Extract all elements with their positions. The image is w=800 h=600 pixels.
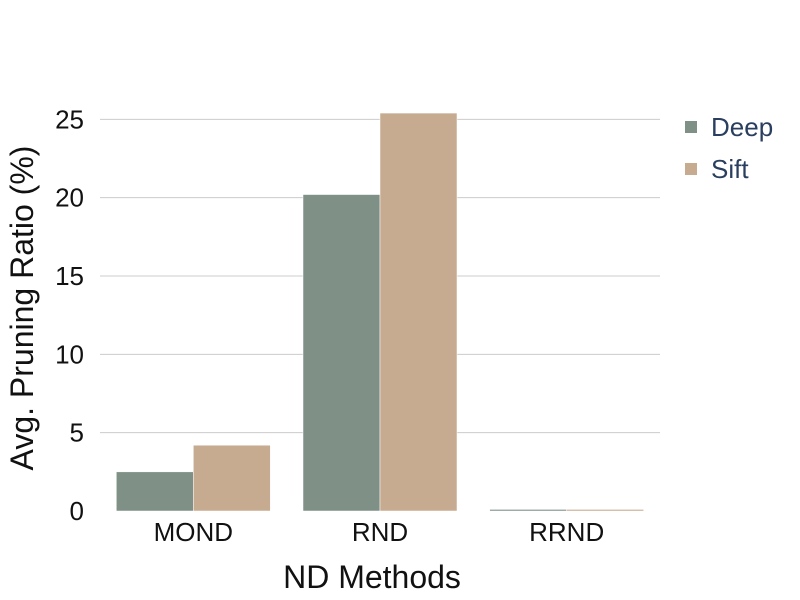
y-tick-label: 5 (70, 418, 84, 448)
x-axis-ticks: MOND RND RRND (154, 517, 605, 547)
bar-deep-rrnd (489, 509, 567, 512)
x-axis-title: ND Methods (283, 559, 461, 595)
y-tick-label: 10 (55, 339, 84, 369)
bar-sift-rrnd (566, 509, 644, 512)
bar-deep-rnd (302, 194, 381, 512)
legend: Deep Sift (685, 112, 773, 184)
bar-sift-mond (193, 444, 271, 512)
y-tick-label: 20 (55, 183, 84, 213)
y-axis-title: Avg. Pruning Ratio (%) (4, 146, 40, 471)
legend-swatch-deep (685, 121, 697, 133)
y-axis-ticks: 0 5 10 15 20 25 (55, 104, 84, 526)
legend-label-sift: Sift (711, 154, 749, 184)
bar-sift-rnd (379, 112, 458, 512)
x-tick-label: RRND (529, 517, 604, 547)
x-tick-label: MOND (154, 517, 233, 547)
bars (116, 112, 644, 512)
y-tick-label: 25 (55, 104, 84, 134)
legend-label-deep: Deep (711, 112, 773, 142)
legend-swatch-sift (685, 163, 697, 175)
bar-deep-mond (116, 471, 194, 512)
y-tick-label: 0 (70, 496, 84, 526)
x-tick-label: RND (352, 517, 408, 547)
y-tick-label: 15 (55, 261, 84, 291)
